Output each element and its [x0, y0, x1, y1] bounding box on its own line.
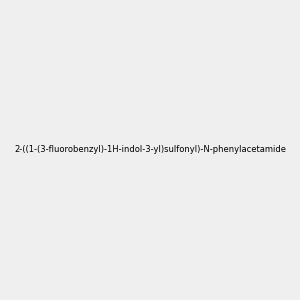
Text: 2-((1-(3-fluorobenzyl)-1H-indol-3-yl)sulfonyl)-N-phenylacetamide: 2-((1-(3-fluorobenzyl)-1H-indol-3-yl)sul… [14, 146, 286, 154]
